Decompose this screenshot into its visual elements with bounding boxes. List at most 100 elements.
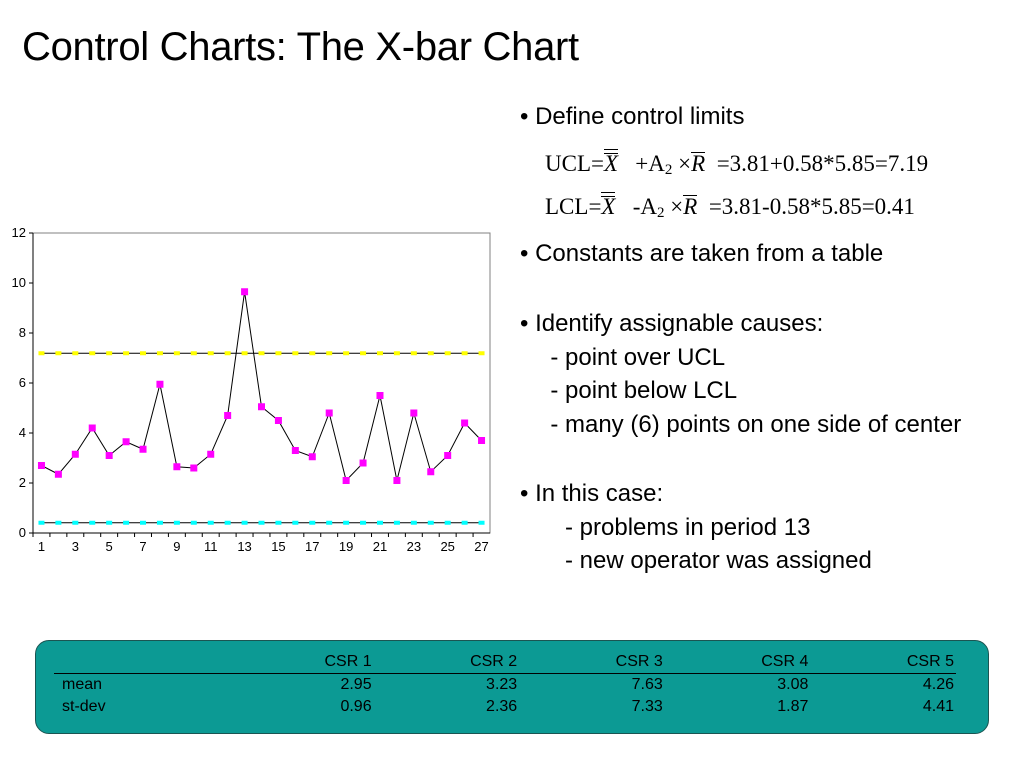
table-cell: 4.41 [922, 698, 954, 715]
x-tick-label: 23 [407, 539, 421, 554]
lcl-marker [393, 520, 400, 525]
lcl-times: × [670, 194, 684, 219]
csr-stats-table: CSR 1 CSR 2 CSR 3 CSR 4 CSR 5 mean 2.95 … [54, 651, 956, 718]
lcl-formula: LCL=X -A2 ×R =3.81-0.58*5.85=0.41 [545, 192, 915, 228]
lcl-marker [461, 520, 468, 525]
ucl-marker [55, 351, 62, 356]
y-tick-label: 2 [19, 475, 26, 490]
lcl-marker [410, 520, 417, 525]
bullet-this-case: • In this case: [520, 480, 664, 507]
data-point [37, 462, 45, 469]
y-tick-label: 0 [19, 525, 26, 540]
header-cell [54, 651, 228, 674]
x-tick-label: 21 [373, 539, 387, 554]
y-tick-label: 6 [19, 375, 26, 390]
table-cell: 3.08 [777, 676, 809, 693]
x-tick-label: 13 [237, 539, 251, 554]
ucl-label: UCL= [545, 151, 604, 176]
ucl-marker [376, 351, 383, 356]
x-tick-label: 7 [139, 539, 146, 554]
data-point [207, 450, 215, 458]
bullet-constants: • Constants are taken from a table [520, 240, 884, 267]
ucl-marker [292, 351, 299, 356]
lcl-marker [427, 520, 434, 525]
ucl-marker [478, 351, 485, 356]
y-tick-label: 4 [19, 425, 26, 440]
data-point [359, 459, 367, 467]
lcl-label: LCL= [545, 194, 602, 219]
data-point [156, 380, 164, 388]
header-cell: CSR 4 [664, 651, 811, 674]
x-tick-label: 17 [305, 539, 319, 554]
lcl-marker [376, 520, 383, 525]
lcl-marker [89, 520, 96, 525]
plot-area [32, 232, 491, 534]
ucl-marker [241, 351, 248, 356]
header-cell: CSR 1 [228, 651, 374, 674]
lcl-result: =3.81-0.58*5.85=0.41 [708, 194, 915, 219]
lcl-marker [207, 520, 214, 525]
ucl-marker [360, 351, 367, 356]
bullet-assignable: • Identify assignable causes: [520, 310, 824, 337]
lcl-op: -A [632, 194, 658, 219]
slide-title: Control Charts: The X-bar Chart [22, 25, 579, 69]
x-double-bar: X [601, 192, 616, 222]
sub-bullet-over-ucl: - point over UCL [537, 344, 726, 371]
lcl-marker [72, 520, 79, 525]
row-label: st-dev [62, 698, 106, 715]
table-cell: 7.33 [631, 698, 663, 715]
lcl-marker [343, 520, 350, 525]
lcl-marker [38, 520, 45, 525]
x-tick-label: 5 [106, 539, 113, 554]
x-tick-label: 3 [72, 539, 79, 554]
data-point [478, 437, 486, 444]
data-point [190, 464, 198, 472]
lcl-marker [190, 520, 197, 525]
lcl-marker [444, 520, 451, 525]
table-cell: 0.96 [340, 698, 372, 715]
data-point [241, 288, 249, 296]
x-tick-label: 27 [474, 539, 488, 554]
lcl-marker [123, 520, 130, 525]
x-tick-label: 19 [339, 539, 353, 554]
ucl-marker [309, 351, 316, 356]
ucl-result: =3.81+0.58*5.85=7.19 [716, 151, 929, 176]
data-point [274, 417, 282, 424]
lcl-marker [478, 520, 485, 525]
data-point [325, 409, 333, 417]
x-tick-label: 25 [440, 539, 454, 554]
ucl-marker [38, 351, 45, 356]
lcl-marker [241, 520, 248, 525]
sub-bullet-new-operator: - new operator was assigned [545, 547, 872, 574]
lcl-marker [140, 520, 147, 525]
data-point [291, 447, 299, 454]
ucl-marker [258, 351, 265, 356]
data-point [105, 452, 113, 459]
data-point [461, 419, 469, 427]
csr-stats-panel: CSR 1 CSR 2 CSR 3 CSR 4 CSR 5 mean 2.95 … [35, 640, 989, 734]
data-point [71, 450, 79, 458]
lcl-marker [55, 520, 62, 525]
data-point [258, 403, 265, 411]
data-point [444, 452, 452, 459]
y-tick-label: 10 [12, 275, 26, 290]
data-point [173, 463, 181, 471]
r-bar: R [683, 192, 698, 222]
table-cell: 4.26 [922, 676, 954, 693]
ucl-marker [275, 351, 282, 356]
header-cell: CSR 5 [810, 651, 956, 674]
data-point [427, 468, 435, 476]
ucl-marker [173, 351, 180, 356]
bullet-define-limits: • Define control limits [520, 103, 745, 130]
table-cell: 2.95 [340, 676, 372, 693]
r-bar: R [691, 149, 706, 179]
ucl-marker [89, 351, 96, 356]
ucl-marker [72, 351, 79, 356]
table-cell: 3.23 [486, 676, 518, 693]
header-cell: CSR 2 [373, 651, 520, 674]
x-double-bar: X [603, 149, 619, 179]
ucl-marker [343, 351, 350, 356]
ucl-marker [207, 351, 214, 356]
ucl-marker [123, 351, 130, 356]
ucl-times: × [678, 151, 692, 176]
